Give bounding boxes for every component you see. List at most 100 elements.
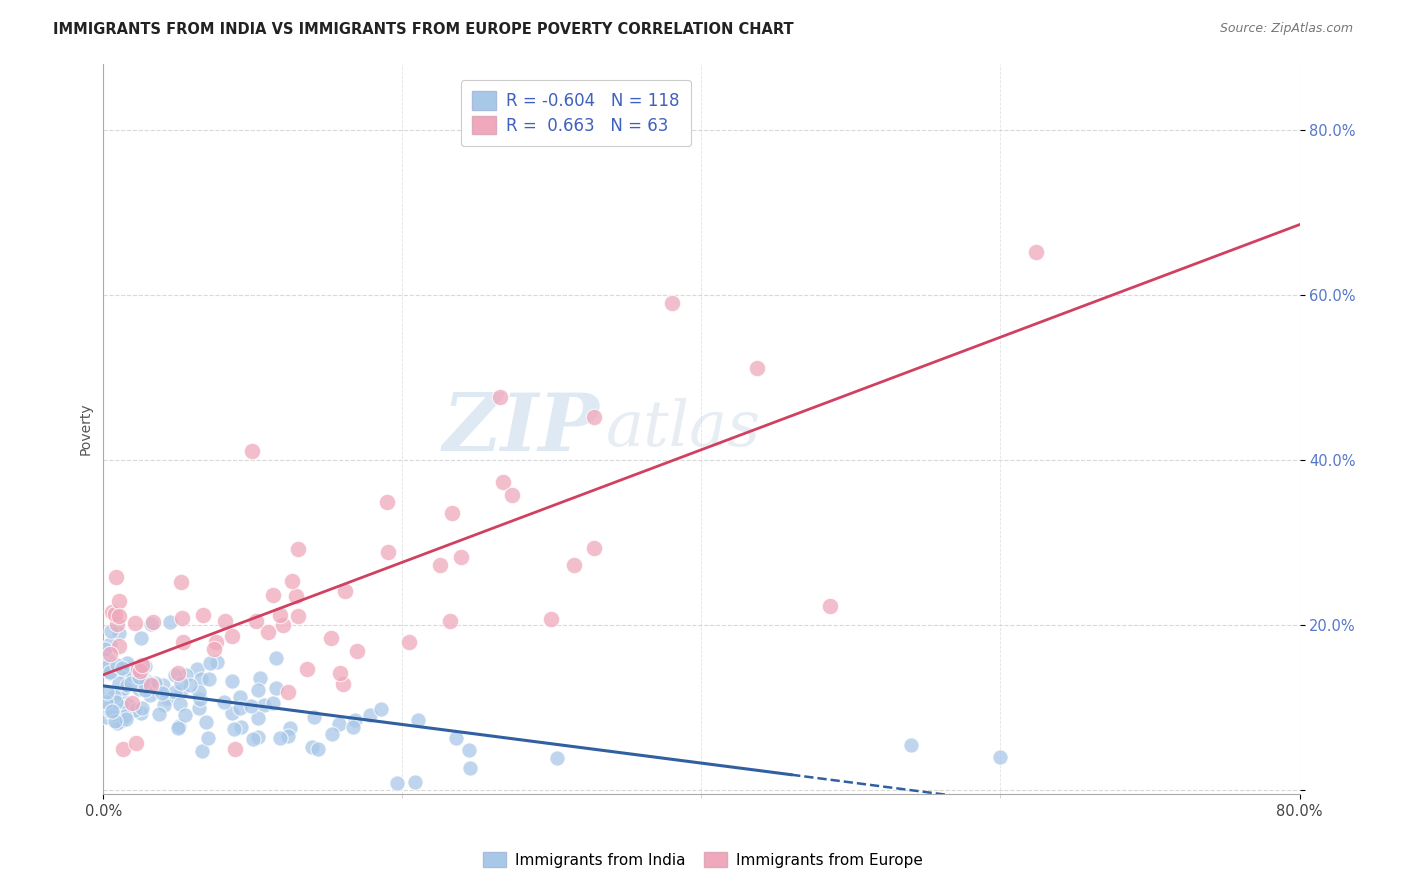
Point: [108, 676, 131, 690]
Point: [97, 659, 120, 673]
Legend: R = -0.604   N = 118, R =  0.663   N = 63: R = -0.604 N = 118, R = 0.663 N = 63: [461, 79, 690, 146]
Point: [191, 607, 214, 622]
Point: [142, 615, 165, 629]
Point: [187, 701, 209, 715]
Point: [103, 690, 125, 704]
Point: [262, 589, 284, 603]
Point: [129, 665, 152, 679]
Point: [128, 670, 150, 684]
Text: IMMIGRANTS FROM INDIA VS IMMIGRANTS FROM EUROPE POVERTY CORRELATION CHART: IMMIGRANTS FROM INDIA VS IMMIGRANTS FROM…: [53, 22, 794, 37]
Point: [134, 673, 156, 687]
Point: [101, 706, 124, 721]
Point: [212, 695, 235, 709]
Point: [404, 774, 426, 789]
Point: [489, 390, 512, 404]
Point: [990, 750, 1012, 764]
Point: [246, 683, 269, 698]
Point: [221, 706, 243, 720]
Point: [159, 615, 181, 629]
Point: [190, 672, 212, 686]
Point: [120, 676, 142, 690]
Point: [440, 506, 463, 520]
Point: [408, 713, 430, 727]
Point: [163, 685, 186, 699]
Point: [546, 751, 568, 765]
Point: [111, 661, 134, 675]
Point: [269, 731, 291, 745]
Point: [375, 494, 398, 508]
Point: [301, 739, 323, 754]
Point: [139, 689, 162, 703]
Point: [100, 704, 122, 718]
Point: [458, 743, 481, 757]
Point: [333, 584, 356, 599]
Point: [112, 681, 135, 695]
Point: [582, 541, 605, 555]
Point: [346, 644, 368, 658]
Point: [385, 776, 408, 790]
Point: [253, 698, 276, 713]
Point: [104, 607, 127, 621]
Point: [170, 575, 193, 590]
Point: [115, 678, 138, 692]
Point: [114, 709, 136, 723]
Point: [98, 647, 121, 661]
Point: [110, 686, 132, 700]
Point: [280, 721, 302, 735]
Point: [115, 712, 138, 726]
Point: [277, 685, 299, 699]
Point: [540, 612, 562, 626]
Point: [186, 662, 208, 676]
Point: [205, 635, 228, 649]
Legend: Immigrants from India, Immigrants from Europe: Immigrants from India, Immigrants from E…: [477, 846, 929, 873]
Point: [131, 657, 153, 672]
Point: [197, 731, 219, 745]
Point: [562, 558, 585, 573]
Point: [328, 717, 350, 731]
Point: [96, 684, 118, 698]
Point: [214, 615, 236, 629]
Point: [319, 631, 342, 645]
Point: [94, 695, 117, 709]
Point: [224, 742, 246, 756]
Point: [94, 710, 117, 724]
Point: [191, 743, 214, 757]
Point: [818, 599, 841, 614]
Point: [152, 678, 174, 692]
Point: [117, 698, 139, 713]
Point: [245, 614, 267, 628]
Point: [187, 685, 209, 699]
Point: [198, 657, 221, 671]
Text: ZIP: ZIP: [443, 391, 600, 468]
Point: [247, 731, 270, 745]
Point: [242, 731, 264, 746]
Point: [179, 678, 201, 692]
Point: [105, 617, 128, 632]
Point: [111, 700, 134, 714]
Point: [174, 708, 197, 723]
Point: [266, 651, 288, 665]
Point: [134, 683, 156, 698]
Point: [307, 742, 329, 756]
Point: [124, 736, 146, 750]
Point: [249, 671, 271, 685]
Point: [100, 624, 122, 638]
Point: [108, 639, 131, 653]
Point: [107, 608, 129, 623]
Point: [262, 696, 284, 710]
Point: [170, 684, 193, 698]
Point: [105, 715, 128, 730]
Point: [343, 713, 366, 727]
Point: [194, 715, 217, 730]
Point: [202, 641, 225, 656]
Point: [221, 673, 243, 688]
Point: [128, 681, 150, 696]
Point: [131, 701, 153, 715]
Point: [264, 681, 287, 695]
Point: [115, 657, 138, 671]
Point: [188, 692, 211, 706]
Point: [359, 708, 381, 723]
Point: [205, 656, 228, 670]
Point: [198, 672, 221, 686]
Point: [100, 705, 122, 719]
